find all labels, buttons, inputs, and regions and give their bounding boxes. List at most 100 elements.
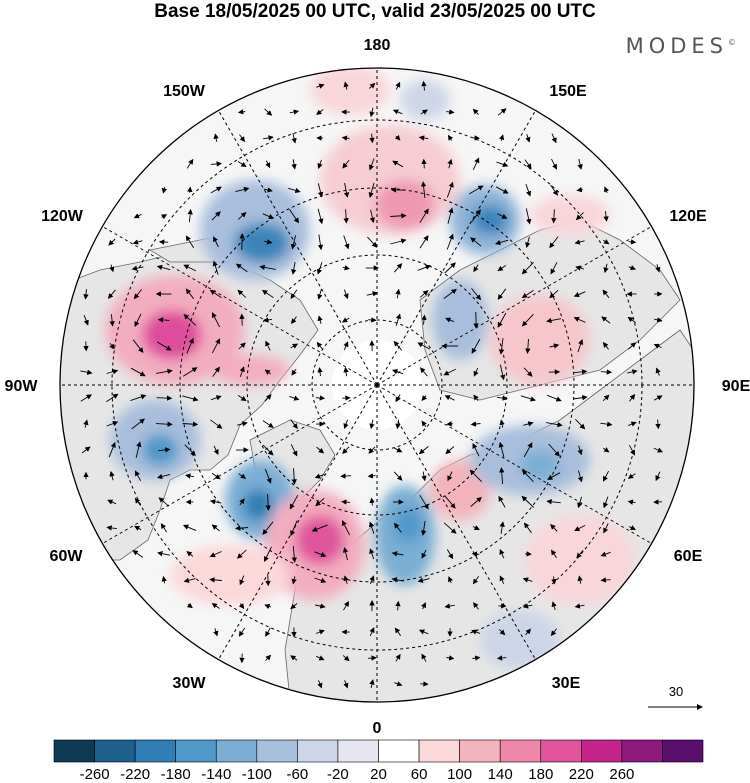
wind-arrow bbox=[446, 233, 454, 250]
wind-arrow bbox=[311, 524, 328, 532]
wind-arrow bbox=[546, 421, 563, 428]
wind-arrow bbox=[653, 343, 662, 349]
wind-arrow bbox=[183, 577, 196, 583]
wind-arrow bbox=[550, 262, 558, 275]
wind-arrow bbox=[443, 522, 457, 534]
wind-arrow bbox=[395, 419, 401, 430]
wind-arrow bbox=[419, 494, 429, 510]
wind-arrow bbox=[446, 549, 454, 560]
anomaly-field bbox=[105, 68, 635, 670]
lon-label-0: 0 bbox=[373, 720, 382, 737]
wind-arrow bbox=[342, 265, 350, 271]
wind-arrow bbox=[497, 312, 507, 328]
wind-arrow bbox=[499, 575, 505, 584]
wind-arrow bbox=[628, 239, 637, 245]
wind-arrow bbox=[495, 239, 509, 246]
wind-arrow bbox=[521, 469, 534, 483]
wind-arrow bbox=[343, 419, 349, 430]
wind-arrow bbox=[521, 313, 534, 327]
wind-arrow bbox=[600, 421, 613, 427]
wind-arrow bbox=[627, 316, 636, 323]
wind-arrow bbox=[525, 208, 532, 225]
wind-arrow bbox=[419, 208, 429, 224]
colorbar-tick-label: -260 bbox=[80, 766, 110, 783]
colorbar-swatch bbox=[621, 739, 663, 763]
colorbar-tick-label: 20 bbox=[370, 766, 387, 783]
wind-arrow bbox=[316, 655, 325, 661]
wind-arrow bbox=[237, 289, 247, 298]
wind-arrow bbox=[393, 340, 403, 351]
wind-arrow bbox=[213, 628, 219, 637]
wind-arrow bbox=[212, 338, 221, 354]
wind-arrow bbox=[187, 186, 193, 193]
colorbar-swatch bbox=[94, 739, 136, 763]
wind-arrow bbox=[549, 343, 560, 349]
wind-arrow bbox=[368, 521, 375, 534]
positive-anomaly-40w-core bbox=[295, 515, 345, 565]
wind-arrow bbox=[237, 109, 246, 115]
negative-anomaly-80w-core bbox=[142, 434, 178, 466]
wind-arrow bbox=[447, 134, 454, 141]
wind-arrow bbox=[576, 187, 583, 193]
wind-arrow bbox=[182, 421, 199, 427]
wind-arrow bbox=[314, 473, 325, 479]
wind-arrow bbox=[573, 394, 588, 401]
colorbar-swatch bbox=[215, 739, 258, 763]
wind-arrow bbox=[473, 264, 479, 273]
colorbar-swatch bbox=[540, 739, 582, 763]
wind-arrow bbox=[495, 186, 509, 194]
negative-anomaly-0-core bbox=[394, 507, 422, 543]
wind-arrow bbox=[393, 471, 403, 481]
wind-arrow bbox=[211, 472, 221, 480]
wind-arrow bbox=[343, 341, 349, 351]
wind-arrow bbox=[627, 369, 638, 375]
wind-arrow bbox=[132, 339, 144, 354]
wind-arrow bbox=[368, 655, 377, 661]
colorbar-tick-label: -220 bbox=[120, 766, 150, 783]
wind-arrow bbox=[109, 314, 115, 327]
lon-label-60e: 60E bbox=[674, 548, 703, 565]
wind-arrow bbox=[655, 419, 661, 430]
wind-arrow bbox=[261, 289, 274, 298]
colorbar-tick-label: -100 bbox=[242, 766, 272, 783]
wind-arrow bbox=[183, 313, 197, 326]
wind-arrow bbox=[262, 420, 274, 428]
wind-arrow bbox=[445, 446, 455, 455]
wind-arrow bbox=[546, 317, 562, 324]
wind-arrow bbox=[213, 236, 219, 248]
wind-arrow bbox=[418, 135, 429, 141]
wind-arrow bbox=[472, 157, 480, 170]
wind-arrow bbox=[395, 313, 402, 326]
wind-arrow bbox=[627, 421, 637, 427]
wind-arrow bbox=[446, 655, 455, 661]
wind-arrow bbox=[259, 264, 276, 271]
wind-arrow bbox=[186, 337, 194, 354]
wind-arrow bbox=[157, 317, 170, 323]
wind-arrow bbox=[236, 549, 247, 559]
wind-arrow bbox=[340, 473, 351, 479]
wind-arrow bbox=[447, 576, 453, 584]
negative-anomaly-150w-core bbox=[234, 223, 290, 263]
wind-arrow bbox=[160, 523, 168, 533]
negative-anomaly-30e-south bbox=[480, 610, 560, 670]
wind-arrow bbox=[525, 184, 532, 197]
wind-arrow bbox=[316, 446, 325, 454]
wind-arrow bbox=[135, 441, 142, 458]
wind-arrow bbox=[290, 444, 298, 457]
wind-arrow bbox=[472, 576, 479, 585]
wind-arrow bbox=[628, 525, 637, 531]
wind-arrow bbox=[522, 577, 533, 583]
wind-arrow bbox=[264, 239, 273, 245]
positive-anomaly-50w-tail bbox=[170, 545, 290, 605]
wind-arrow bbox=[265, 160, 271, 169]
wind-arrow bbox=[525, 134, 531, 143]
colorbar-tick-label: 100 bbox=[447, 766, 472, 783]
wind-arrow bbox=[289, 209, 300, 224]
wind-arrow bbox=[420, 367, 428, 377]
wind-arrow bbox=[600, 551, 611, 557]
wind-arrow bbox=[316, 262, 323, 275]
wind-arrow bbox=[548, 443, 560, 457]
wind-arrow bbox=[343, 209, 349, 224]
wind-arrow bbox=[106, 525, 117, 531]
wind-arrow bbox=[498, 338, 505, 355]
